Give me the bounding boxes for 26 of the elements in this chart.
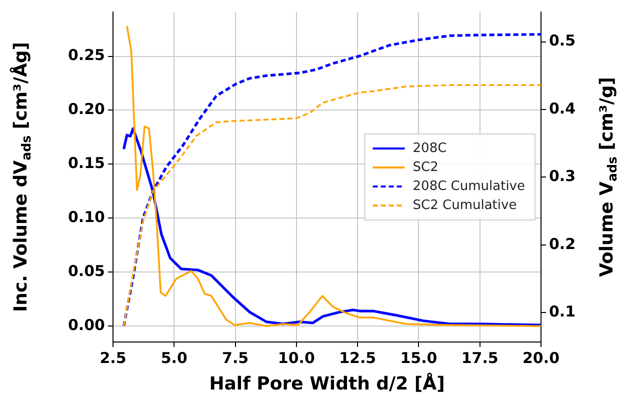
y2-tick-label: 0.3 (549, 167, 576, 186)
y-tick-label: 0.15 (68, 154, 105, 172)
y2-axis-title: Volume Vads [cm³/g] (596, 77, 620, 277)
y-tick-label: 0.00 (68, 316, 105, 334)
x-tick-label: 12.5 (339, 348, 376, 367)
x-tick-label: 15.0 (400, 348, 438, 367)
y2-tick-label: 0.5 (549, 32, 576, 50)
x-tick-label: 7.5 (222, 348, 249, 367)
y-tick-label: 0.20 (68, 100, 105, 118)
x-tick-label: 20.0 (522, 348, 560, 367)
legend-label: 208C (412, 140, 447, 156)
legend-label: SC2 (412, 160, 438, 175)
x-axis-title: Half Pore Width d/2 [Å] (209, 372, 445, 395)
y-tick-label: 0.25 (68, 46, 105, 64)
y-axis-title: Inc. Volume dVads [cm³/Åg] (10, 42, 34, 312)
legend-label: 208C Cumulative (412, 178, 526, 194)
y2-tick-label: 0.1 (549, 302, 576, 321)
y2-tick-label: 0.2 (549, 234, 576, 253)
y-tick-label: 0.05 (68, 262, 105, 280)
x-tick-label: 2.5 (100, 348, 126, 367)
x-tick-label: 10.0 (278, 348, 315, 367)
legend-label: SC2 Cumulative (412, 198, 517, 213)
x-tick-label: 17.5 (461, 348, 498, 367)
y-tick-label: 0.10 (68, 208, 105, 226)
y2-tick-label: 0.4 (549, 99, 576, 118)
x-tick-label: 5.0 (160, 348, 188, 367)
